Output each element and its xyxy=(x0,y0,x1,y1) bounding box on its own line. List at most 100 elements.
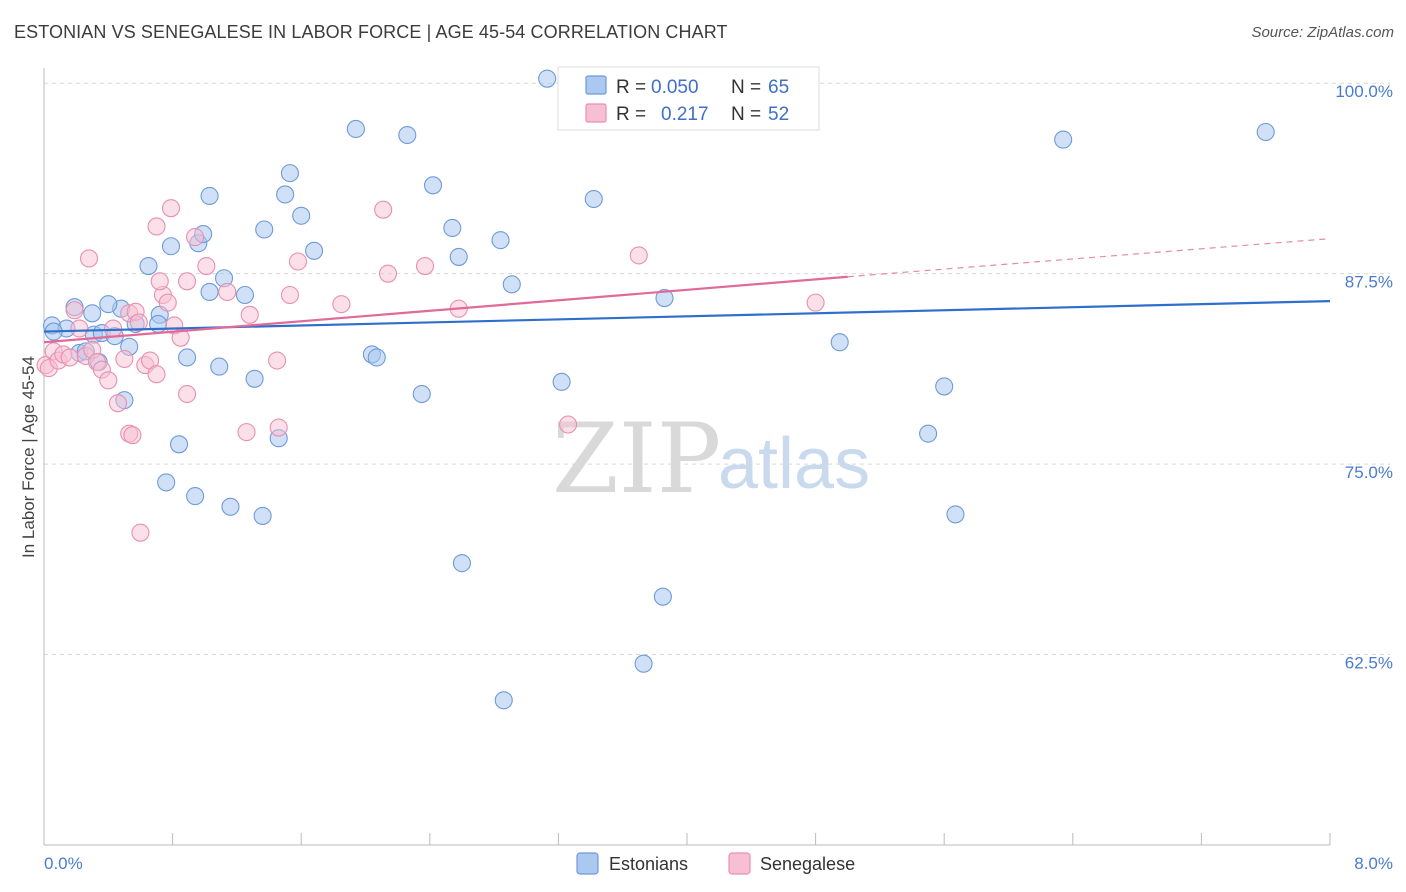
estonians-point xyxy=(443,218,462,238)
senegalese-point xyxy=(115,349,134,369)
senegalese-point xyxy=(558,415,578,434)
estonians-point xyxy=(1054,130,1073,149)
senegalese-point xyxy=(280,285,299,305)
senegalese-point xyxy=(60,348,79,367)
estonians-point xyxy=(178,348,197,367)
estonians-point xyxy=(161,237,181,256)
estonians-point xyxy=(584,189,603,209)
senegalese-point xyxy=(378,264,398,283)
senegalese-point xyxy=(123,426,142,445)
senegalese-point xyxy=(129,313,148,332)
estonians-n-value: 65 xyxy=(768,77,789,98)
estonians-point xyxy=(502,275,521,294)
watermark-zip: ZIP xyxy=(552,403,721,515)
estonians-point xyxy=(235,285,254,305)
estonians-point xyxy=(186,487,205,506)
estonians-r-label: R = xyxy=(616,77,646,98)
estonians-point xyxy=(1256,122,1275,142)
y-tick-label: 75.0% xyxy=(1345,463,1393,482)
senegalese-trend-extension xyxy=(847,238,1331,278)
source-label: Source: ZipAtlas.com xyxy=(1251,24,1394,41)
senegalese-point xyxy=(240,305,259,324)
senegalese-point xyxy=(197,257,216,276)
gridlines xyxy=(44,82,1390,656)
estonians-point xyxy=(367,348,386,367)
estonians-point xyxy=(305,241,324,260)
x-tick-labels: 0.0% 8.0% xyxy=(44,854,1393,873)
senegalese-n-label: N = xyxy=(731,104,761,125)
estonians-point xyxy=(245,369,264,388)
estonians-point xyxy=(491,231,510,250)
estonians-r-value: 0.050 xyxy=(651,77,699,98)
senegalese-points xyxy=(36,199,825,542)
estonians-point xyxy=(99,295,118,314)
senegalese-point xyxy=(79,249,99,268)
senegalese-point xyxy=(415,257,435,276)
estonians-point xyxy=(139,257,158,276)
estonians-point xyxy=(276,185,295,204)
senegalese-point xyxy=(268,351,287,370)
senegalese-point xyxy=(70,319,89,338)
senegalese-point xyxy=(218,282,237,302)
senegalese-trend-line xyxy=(43,275,848,344)
estonians-point xyxy=(452,554,472,573)
y-tick-label: 87.5% xyxy=(1345,273,1393,292)
estonians-point xyxy=(346,119,365,138)
estonians-point xyxy=(653,587,672,606)
senegalese-point xyxy=(150,272,169,291)
senegalese-legend-label: Senegalese xyxy=(760,854,855,874)
estonians-point xyxy=(935,377,954,396)
senegalese-point xyxy=(288,252,308,271)
senegalese-point xyxy=(104,319,123,338)
estonians-n-label: N = xyxy=(731,77,761,98)
senegalese-point xyxy=(65,301,84,320)
y-tick-label: 100.0% xyxy=(1335,82,1393,101)
senegalese-point xyxy=(629,246,648,265)
estonians-point xyxy=(221,497,240,516)
senegalese-point xyxy=(806,293,825,312)
senegalese-point xyxy=(131,523,150,542)
senegalese-bottom-swatch xyxy=(728,852,751,875)
estonians-point xyxy=(538,69,557,88)
estonians-point xyxy=(830,333,849,352)
estonians-legend-swatch xyxy=(585,75,607,95)
senegalese-point xyxy=(269,418,288,437)
chart-title: ESTONIAN VS SENEGALESE IN LABOR FORCE | … xyxy=(14,22,728,42)
senegalese-legend-swatch xyxy=(585,103,607,123)
senegalese-point xyxy=(108,394,127,413)
x-tick-label-min: 0.0% xyxy=(44,854,83,873)
estonians-points xyxy=(42,69,1275,710)
estonians-point xyxy=(157,473,176,492)
estonians-point xyxy=(423,176,443,195)
senegalese-r-label: R = xyxy=(616,104,646,125)
estonians-point xyxy=(253,506,272,525)
estonians-point xyxy=(280,164,299,183)
senegalese-r-value: 0.217 xyxy=(661,104,709,125)
estonians-point xyxy=(494,691,513,710)
senegalese-point xyxy=(161,199,181,218)
estonians-point xyxy=(200,282,219,302)
senegalese-point xyxy=(147,365,166,384)
estonians-point xyxy=(655,289,674,308)
series-legend: Estonians Senegalese xyxy=(576,852,855,875)
estonians-point xyxy=(449,247,468,266)
estonians-point xyxy=(412,384,431,404)
estonians-point xyxy=(255,220,274,239)
estonians-trend-line xyxy=(43,300,1331,333)
estonians-point xyxy=(398,125,417,145)
estonians-legend-label: Estonians xyxy=(609,854,688,874)
senegalese-point xyxy=(186,228,205,247)
x-tick-label-max: 8.0% xyxy=(1354,854,1393,873)
senegalese-point xyxy=(99,371,118,390)
estonians-point xyxy=(919,424,938,443)
trend-lines xyxy=(43,238,1331,344)
senegalese-n-value: 52 xyxy=(768,104,789,125)
senegalese-point xyxy=(178,272,197,291)
y-tick-label: 62.5% xyxy=(1345,654,1393,673)
correlation-legend: R = 0.050 N = 65 R = 0.217 N = 52 xyxy=(557,66,820,131)
estonians-bottom-swatch xyxy=(576,852,599,875)
estonians-point xyxy=(169,435,189,454)
senegalese-point xyxy=(374,200,393,219)
senegalese-point xyxy=(332,295,351,314)
